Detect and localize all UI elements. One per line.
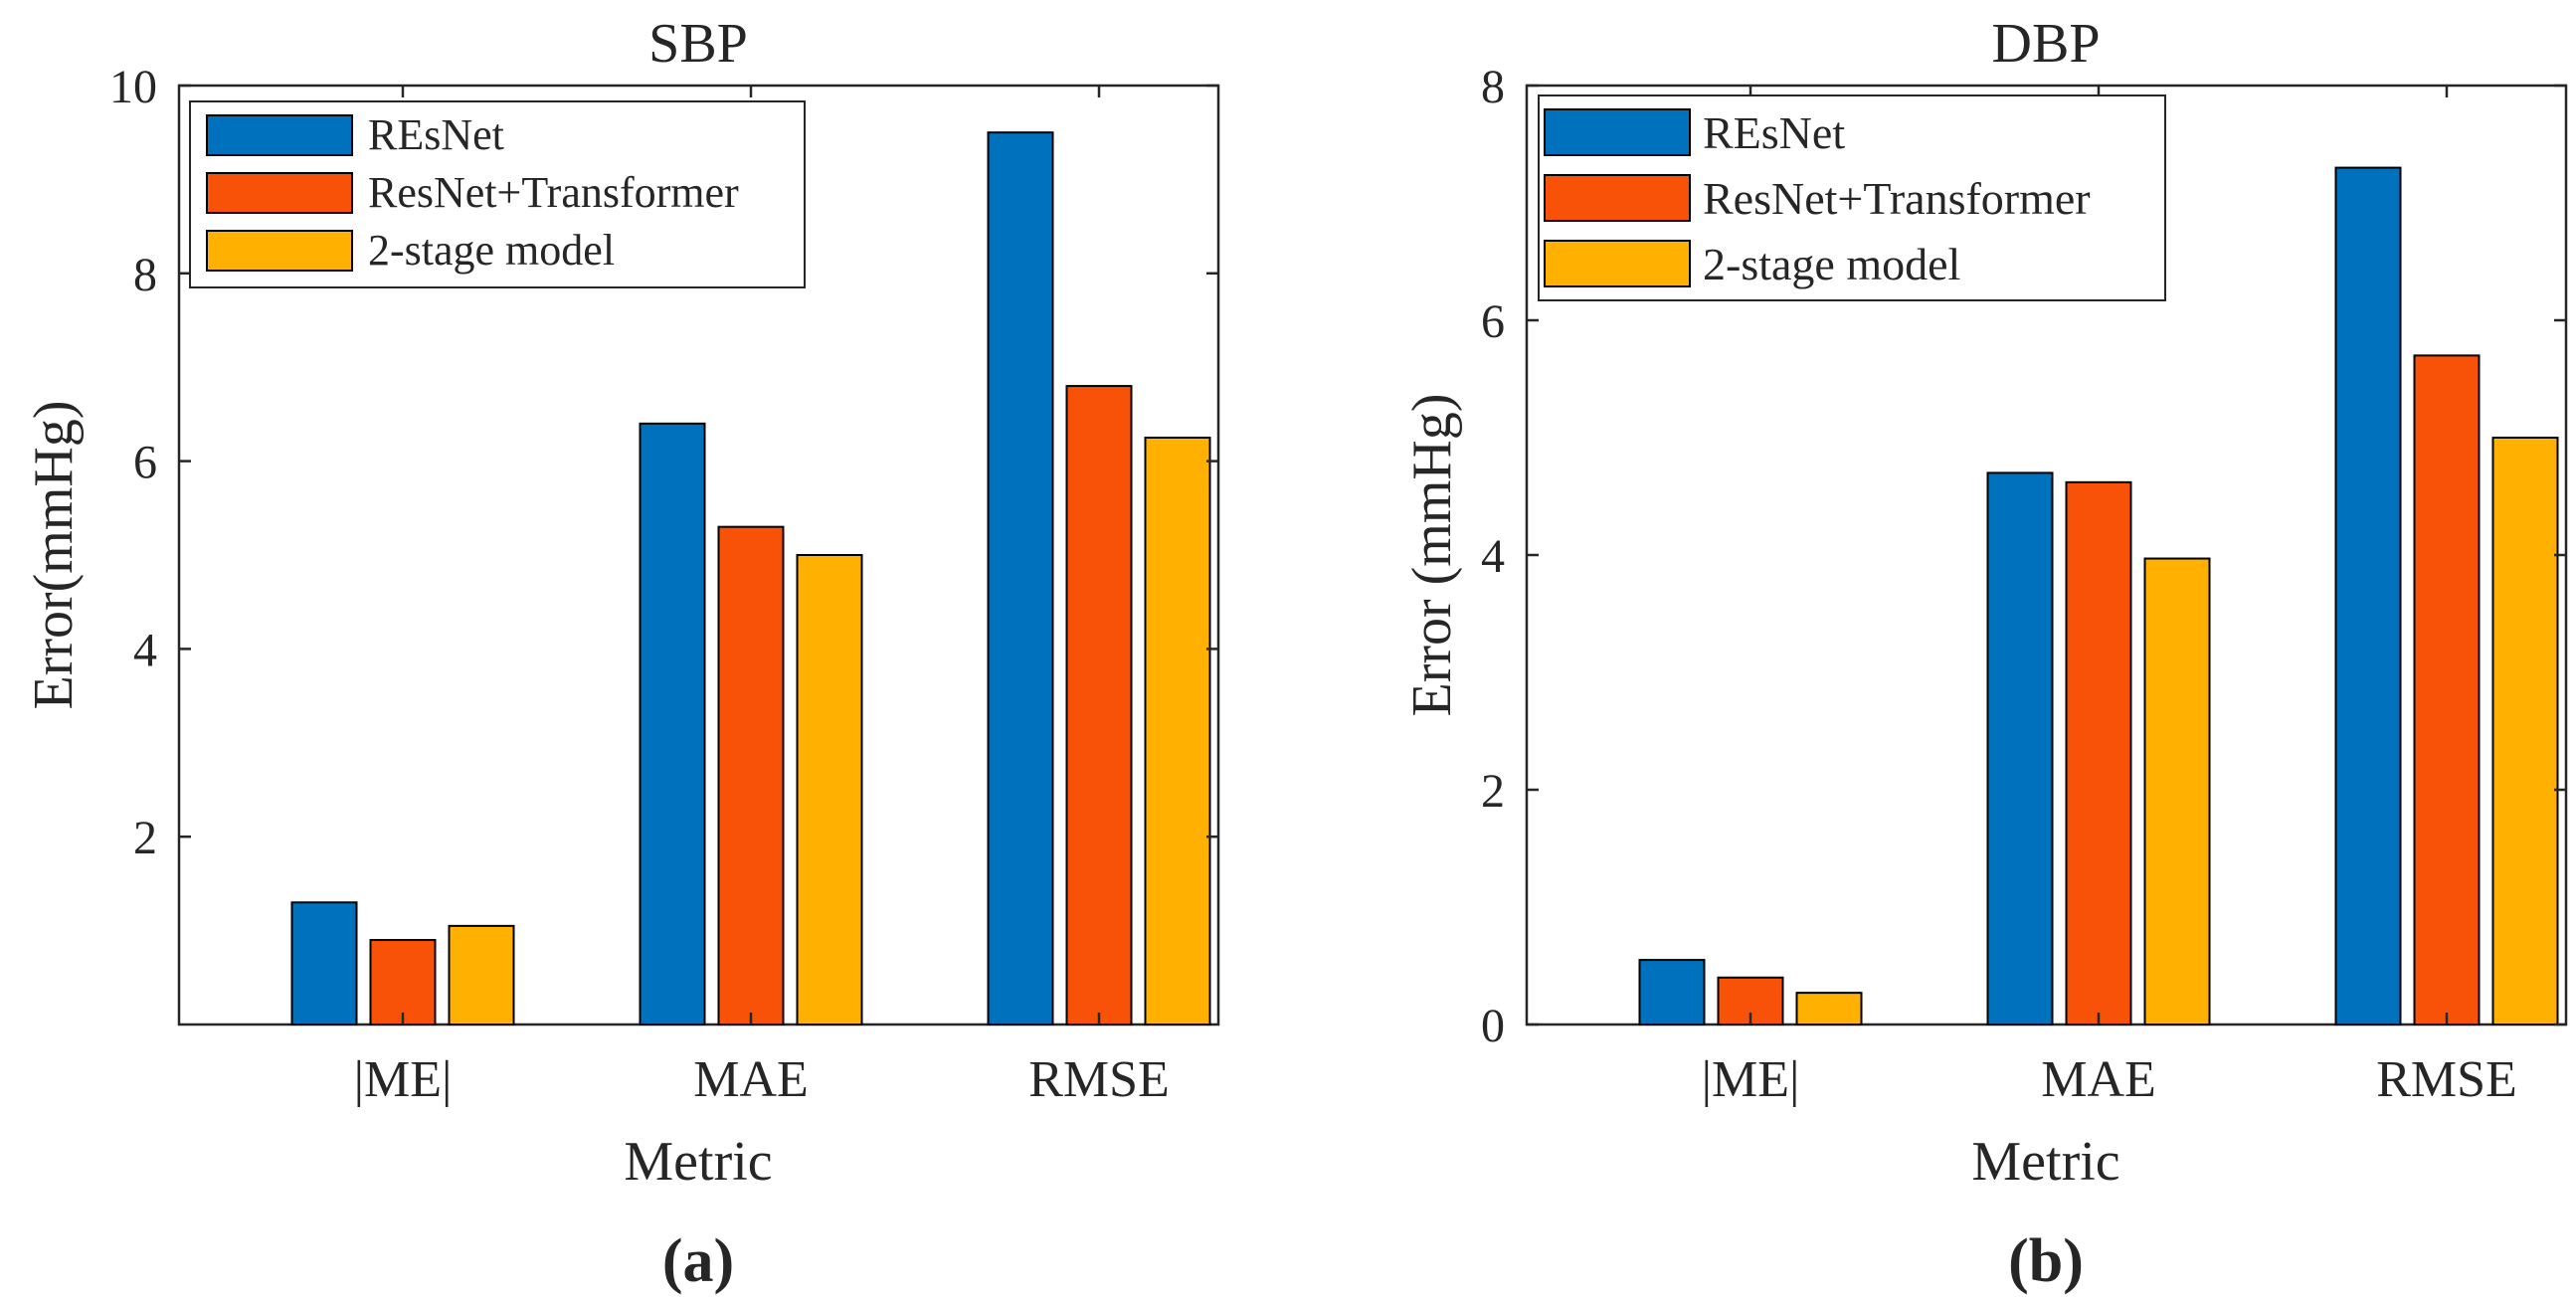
- legend-label-a-2: 2-stage model: [368, 226, 615, 275]
- bar-a-rmse-s2: [1144, 437, 1211, 1025]
- bars-b: [1638, 166, 2559, 1026]
- x-axis-label-b: Metric: [1971, 1131, 2119, 1193]
- legend-a: REsNet ResNet+Transformer 2-stage model: [189, 100, 806, 288]
- legend-swatch-a-0: [206, 114, 353, 156]
- chart-title-a: SBP: [648, 13, 748, 75]
- legend-swatch-a-1: [206, 172, 353, 214]
- legend-swatch-a-2: [206, 230, 353, 272]
- y-axis-label-b: Error (mmHg): [1401, 393, 1463, 716]
- y-tick-label-b: 8: [1481, 61, 1505, 113]
- bar-b-rmse-s0: [2334, 166, 2402, 1026]
- bar-b-me-s2: [1795, 992, 1863, 1026]
- x-axis-label-a: Metric: [624, 1131, 772, 1193]
- bar-a-mae-s2: [796, 554, 863, 1025]
- legend-label-b-0: REsNet: [1703, 107, 1845, 158]
- legend-label-b-1: ResNet+Transformer: [1703, 173, 2091, 224]
- x-tick-label-a: RMSE: [1028, 1051, 1170, 1108]
- bar-b-mae-s0: [1986, 471, 2054, 1025]
- y-tick-label-b: 4: [1481, 530, 1505, 583]
- legend-label-a-0: REsNet: [368, 110, 504, 159]
- x-ticks-b: |ME| MAE RMSE: [1702, 86, 2517, 1108]
- x-tick-label-a: |ME|: [354, 1051, 453, 1108]
- y-tick-label-a: 2: [133, 812, 157, 864]
- bar-a-rmse-s1: [1065, 385, 1133, 1025]
- bar-a-me-s1: [369, 939, 437, 1025]
- bar-b-rmse-s2: [2491, 437, 2559, 1025]
- chart-title-b: DBP: [1992, 13, 2101, 75]
- y-tick-label-b: 0: [1481, 1000, 1505, 1052]
- panel-a: 2 4 6 8 10 |ME| MAE RMSE SBP Error(mmHg) Metri…: [23, 13, 1220, 1295]
- y-tick-label-a: 10: [109, 61, 157, 113]
- bar-a-mae-s1: [717, 525, 785, 1025]
- legend-b: REsNet ResNet+Transformer 2-stage model: [1538, 94, 2166, 301]
- panel-label-b: (b): [2008, 1227, 2084, 1295]
- bar-a-me-s2: [448, 924, 515, 1026]
- panel-b: 0 2 4 6 8 |ME| MAE RMSE DBP Error (mmHg) Metri…: [1401, 13, 2568, 1295]
- y-tick-label-b: 2: [1481, 765, 1505, 818]
- legend-swatch-b-1: [1544, 174, 1691, 222]
- x-tick-label-a: MAE: [693, 1051, 809, 1108]
- y-axis-label-a: Error(mmHg): [23, 400, 85, 709]
- bar-a-mae-s0: [639, 422, 706, 1025]
- legend-swatch-b-0: [1544, 108, 1691, 156]
- bar-a-me-s0: [290, 901, 358, 1026]
- x-ticks-a: |ME| MAE RMSE: [354, 86, 1170, 1108]
- bar-b-mae-s1: [2065, 480, 2132, 1025]
- legend-label-b-2: 2-stage model: [1703, 239, 1960, 289]
- y-ticks-b: 0 2 4 6 8: [1481, 61, 2566, 1052]
- x-tick-label-b: RMSE: [2376, 1051, 2517, 1108]
- bar-b-rmse-s1: [2413, 354, 2481, 1025]
- y-ticks-a: 2 4 6 8 10: [109, 61, 1218, 864]
- legend-swatch-b-2: [1544, 240, 1691, 287]
- legend-label-a-1: ResNet+Transformer: [368, 168, 739, 217]
- bar-a-rmse-s0: [987, 131, 1054, 1025]
- y-tick-label-a: 4: [133, 624, 157, 676]
- y-tick-label-b: 6: [1481, 295, 1505, 348]
- y-tick-label-a: 6: [133, 437, 157, 489]
- panel-label-a: (a): [662, 1227, 734, 1295]
- y-tick-label-a: 8: [133, 249, 157, 301]
- bar-b-mae-s2: [2143, 557, 2211, 1025]
- x-tick-label-b: MAE: [2041, 1051, 2156, 1108]
- x-tick-label-b: |ME|: [1702, 1051, 1800, 1108]
- bar-b-me-s0: [1638, 959, 1706, 1025]
- bars-a: [290, 131, 1211, 1026]
